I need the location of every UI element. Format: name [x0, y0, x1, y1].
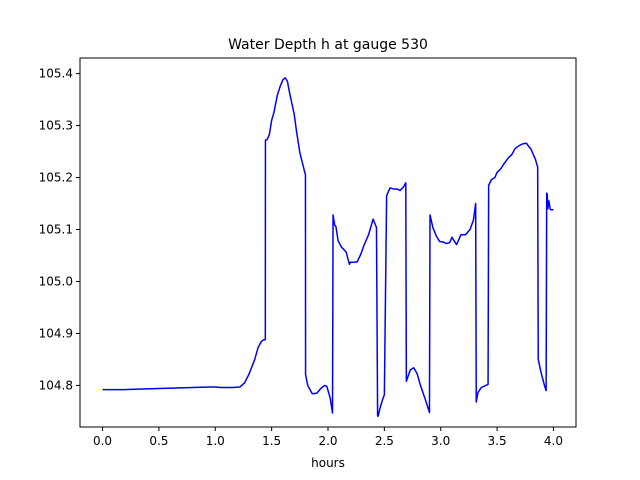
x-tick-label: 4.0 [544, 434, 563, 448]
x-tick-label: 2.0 [318, 434, 337, 448]
series-group [102, 77, 554, 417]
y-tick-label: 104.8 [39, 378, 73, 392]
y-tick-label: 105.2 [39, 171, 73, 185]
x-axis-label: hours [311, 456, 345, 470]
x-tick-label: 1.0 [206, 434, 225, 448]
x-tick-label: 2.5 [375, 434, 394, 448]
series-line [102, 77, 554, 417]
y-tick-label: 105.1 [39, 223, 73, 237]
x-axis: 0.0 0.5 1.0 1.5 2.0 2.5 3.0 3.5 4.0 [93, 427, 563, 448]
x-tick-label: 3.0 [431, 434, 450, 448]
y-tick-label: 105.4 [39, 67, 73, 81]
x-tick-label: 3.5 [488, 434, 507, 448]
x-tick-label: 1.5 [262, 434, 281, 448]
y-tick-label: 104.9 [39, 326, 73, 340]
y-tick-label: 105.0 [39, 274, 73, 288]
y-axis: 104.8 104.9 105.0 105.1 105.2 105.3 105.4 [39, 67, 80, 392]
chart-title: Water Depth h at gauge 530 [228, 37, 428, 53]
x-tick-label: 0.0 [93, 434, 112, 448]
x-tick-label: 0.5 [149, 434, 168, 448]
y-tick-label: 105.3 [39, 119, 73, 133]
